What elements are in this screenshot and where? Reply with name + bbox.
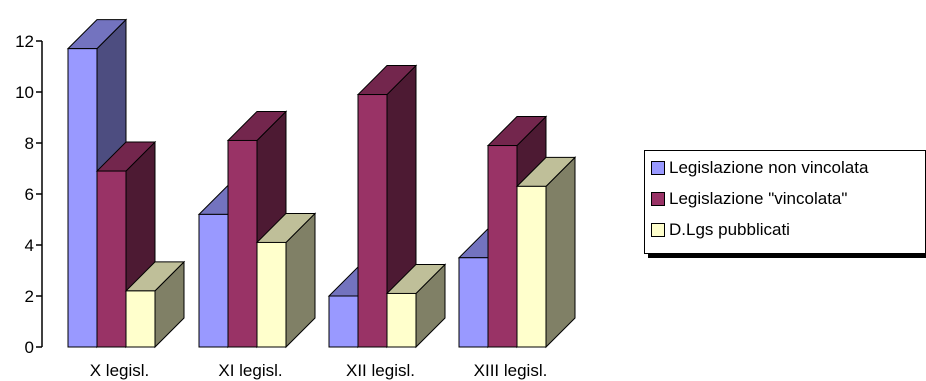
bar-front	[256, 241, 287, 348]
y-tick-label: 12	[15, 32, 34, 51]
x-category-label: XI legisl.	[218, 361, 282, 380]
bar	[66, 18, 128, 349]
chart: 0 2 4 6 8 10 12 X legisl. XI legisl. XII legisl. X…	[15, 18, 577, 380]
legend: Legislazione non vincolata Legislazione …	[644, 150, 926, 254]
bar	[515, 156, 577, 349]
bar-front	[458, 257, 489, 348]
bar-front	[516, 185, 547, 348]
y-tick-label: 6	[25, 185, 34, 204]
legend-swatch	[651, 223, 665, 237]
bar-front	[386, 292, 417, 348]
bar	[124, 260, 186, 349]
legend-label: Legislazione non vincolata	[669, 158, 869, 177]
legend-item-series-0: Legislazione non vincolata	[651, 158, 868, 178]
legend-label: Legislazione "vincolata"	[669, 189, 848, 208]
bar	[255, 212, 317, 349]
bar-front	[198, 213, 229, 348]
x-category-label: XIII legisl.	[474, 361, 548, 380]
legend-swatch	[651, 161, 665, 175]
bar-front	[67, 48, 98, 348]
x-category-label: X legisl.	[90, 361, 150, 380]
bars-layer	[66, 18, 577, 349]
y-tick-label: 0	[25, 338, 34, 357]
legend-item-series-1: Legislazione "vincolata"	[651, 189, 847, 209]
y-tick-label: 2	[25, 287, 34, 306]
y-tick-label: 4	[25, 236, 34, 255]
legend-label: D.Lgs pubblicati	[669, 220, 790, 239]
bar	[385, 263, 447, 349]
bar-front	[328, 295, 359, 348]
labels-layer: 0 2 4 6 8 10 12 X legisl. XI legisl. XII legisl. X…	[15, 32, 547, 380]
y-tick-label: 10	[15, 83, 34, 102]
bar-front	[227, 139, 258, 348]
y-tick-label: 8	[25, 134, 34, 153]
bar-front	[357, 94, 388, 348]
bar-front	[487, 145, 518, 348]
bar-front	[96, 170, 127, 348]
bar-side	[545, 156, 576, 349]
x-category-label: XII legisl.	[346, 361, 415, 380]
axis-layer	[36, 40, 43, 348]
legend-swatch	[651, 192, 665, 206]
legend-item-series-2: D.Lgs pubblicati	[651, 220, 790, 240]
bar-front	[125, 290, 156, 348]
